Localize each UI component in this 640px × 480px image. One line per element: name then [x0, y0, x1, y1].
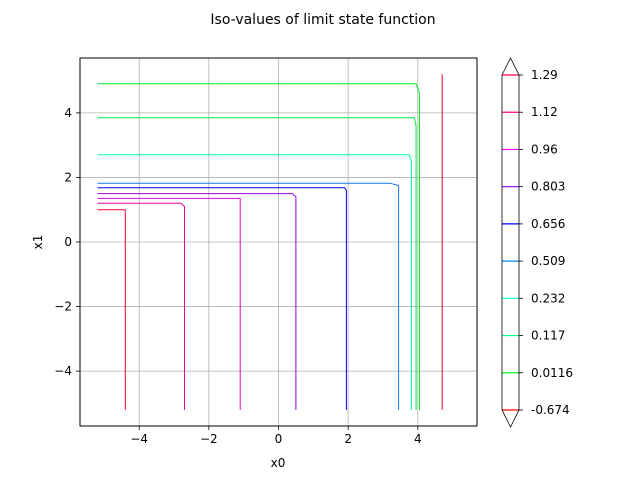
colorbar: -0.674 0.0116 0.117 0.232 0.509 0.656 0.803 0.9… — [501, 57, 573, 428]
x-tick-label: −2 — [200, 432, 218, 446]
colorbar-tick-label: 0.803 — [531, 180, 565, 194]
x-tick-label: −4 — [130, 432, 148, 446]
colorbar-tick-label: 0.509 — [531, 254, 565, 268]
iso-line-8 — [97, 202, 185, 410]
y-tick-label: 0 — [64, 235, 72, 249]
colorbar-tick-label: 1.29 — [531, 68, 558, 82]
plot-lines — [97, 74, 443, 410]
x-tick-label: 0 — [275, 432, 283, 446]
iso-line-6 — [97, 193, 297, 410]
y-tick-label: 4 — [64, 106, 72, 120]
y-ticks: −4 −2 0 2 4 — [54, 106, 80, 378]
y-tick-label: −2 — [54, 300, 72, 314]
x-tick-label: 4 — [414, 432, 422, 446]
colorbar-outline — [501, 57, 520, 428]
x-axis-label: x0 — [271, 456, 286, 470]
colorbar-tick-label: 0.0116 — [531, 366, 573, 380]
y-tick-label: 2 — [64, 170, 72, 184]
colorbar-tick-label: 1.12 — [531, 105, 558, 119]
x-tick-label: 2 — [344, 432, 352, 446]
colorbar-tick-label: 0.656 — [531, 217, 565, 231]
iso-line-9 — [97, 209, 126, 410]
x-ticks: −4 −2 0 2 4 — [130, 426, 422, 446]
iso-line-4 — [97, 182, 400, 410]
gridlines — [80, 58, 477, 426]
iso-line-5 — [97, 187, 347, 410]
chart-title: Iso-values of limit state function — [210, 12, 435, 28]
colorbar-tick-label: 0.96 — [531, 142, 558, 156]
y-tick-label: −4 — [54, 364, 72, 378]
colorbar-tick-label: -0.674 — [531, 403, 570, 417]
colorbar-body — [502, 75, 519, 410]
y-axis-label: x1 — [31, 235, 45, 250]
iso-line-2 — [97, 117, 417, 410]
iso-line-3 — [97, 154, 412, 410]
colorbar-tick-label: 0.232 — [531, 291, 565, 305]
iso-line-7 — [97, 197, 241, 410]
colorbar-tick-label: 0.117 — [531, 329, 565, 343]
iso-line-1 — [97, 83, 420, 410]
